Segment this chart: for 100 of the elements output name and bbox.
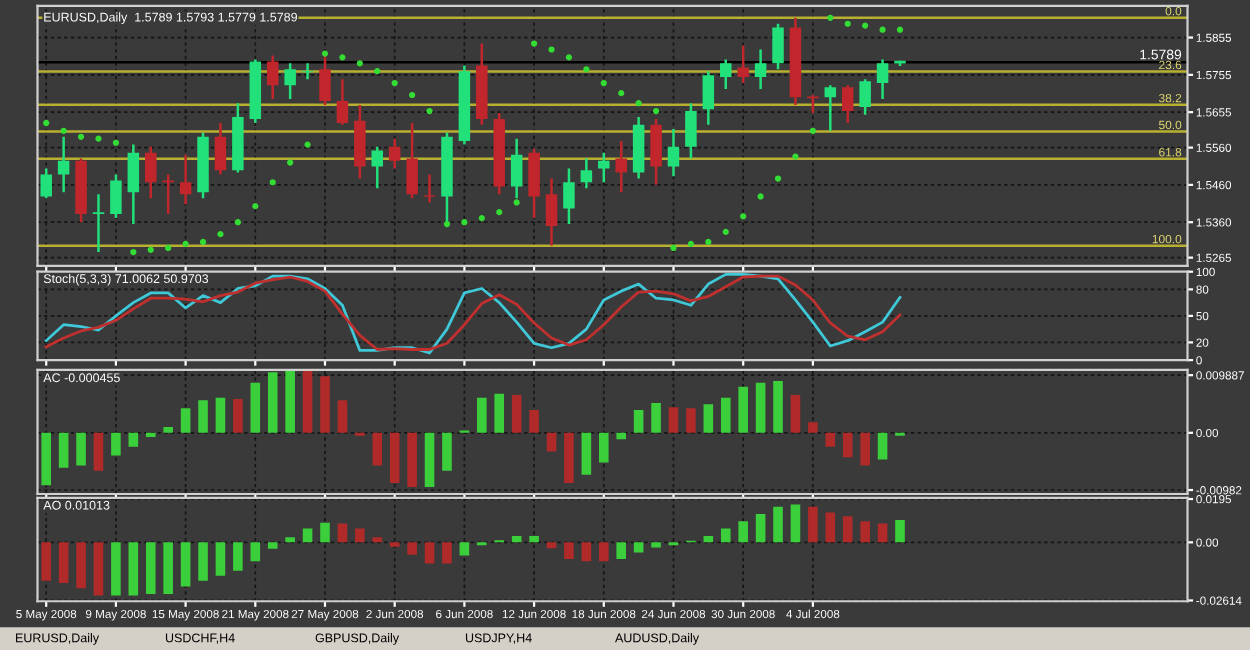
- bar: [686, 408, 696, 433]
- bar: [41, 542, 51, 581]
- point: [896, 26, 904, 33]
- candlestick: [371, 145, 384, 190]
- bar: [320, 522, 330, 543]
- bar: [633, 542, 644, 553]
- candlestick: [720, 58, 732, 91]
- bar: [163, 542, 173, 594]
- bar: [424, 432, 435, 488]
- bar: [111, 542, 121, 596]
- bar: [302, 371, 313, 433]
- candlestick: [110, 173, 122, 220]
- candlestick: [284, 62, 296, 101]
- bar: [877, 432, 888, 460]
- point: [478, 215, 485, 222]
- bar: [267, 372, 278, 433]
- bar: [128, 432, 139, 447]
- bar: [825, 512, 836, 543]
- bar: [755, 513, 766, 543]
- bar: [581, 542, 592, 562]
- bar: [529, 410, 539, 433]
- bar: [407, 432, 417, 488]
- bar: [267, 542, 278, 549]
- point: [95, 135, 102, 142]
- bar: [564, 432, 574, 483]
- bar: [93, 432, 104, 471]
- candlestick: [319, 52, 331, 107]
- candlestick: [214, 121, 227, 176]
- point: [391, 79, 398, 87]
- point: [339, 54, 346, 61]
- candlestick: [632, 115, 645, 180]
- bar: [93, 542, 104, 596]
- candlestick: [510, 137, 523, 200]
- point: [443, 220, 451, 228]
- candlestick: [57, 135, 70, 194]
- point: [548, 46, 555, 53]
- bar: [633, 410, 644, 433]
- candlestick: [667, 127, 680, 178]
- point: [757, 193, 764, 200]
- point: [635, 100, 642, 107]
- bar: [599, 542, 609, 562]
- bar: [616, 542, 626, 560]
- bar: [668, 407, 679, 433]
- bar: [599, 432, 609, 463]
- point: [862, 22, 869, 29]
- bar: [442, 542, 452, 564]
- bar: [738, 521, 748, 543]
- point: [461, 219, 468, 226]
- point: [705, 238, 712, 246]
- candlestick: [876, 58, 889, 101]
- bar: [355, 528, 365, 543]
- point: [252, 203, 259, 210]
- point: [600, 79, 607, 87]
- point: [356, 60, 363, 67]
- point: [147, 246, 154, 253]
- candlestick: [650, 117, 662, 186]
- bar: [250, 382, 261, 433]
- point: [165, 244, 172, 252]
- point: [409, 91, 416, 99]
- point: [740, 213, 747, 220]
- point: [60, 127, 67, 134]
- candlestick: [685, 101, 697, 160]
- bar: [285, 537, 295, 543]
- point: [287, 159, 294, 166]
- point: [565, 54, 573, 61]
- bar: [163, 426, 173, 433]
- candlestick: [563, 167, 575, 226]
- candlestick: [580, 157, 593, 190]
- bar: [860, 521, 870, 543]
- bar: [790, 504, 801, 543]
- bar: [494, 393, 505, 433]
- point: [879, 26, 886, 33]
- bar: [285, 371, 295, 433]
- bar: [58, 432, 69, 468]
- bar: [320, 376, 330, 433]
- point: [269, 179, 276, 186]
- bar: [337, 523, 348, 543]
- bar: [424, 542, 435, 564]
- bar: [842, 516, 853, 543]
- bar: [372, 537, 383, 543]
- point: [321, 50, 329, 57]
- bar: [111, 432, 121, 456]
- point: [112, 139, 120, 146]
- candlestick: [145, 145, 157, 200]
- bar: [442, 432, 452, 471]
- bar: [459, 542, 470, 556]
- bar: [738, 386, 748, 433]
- point: [217, 231, 224, 238]
- bar: [198, 542, 208, 581]
- candlestick: [266, 54, 279, 101]
- bar: [477, 397, 487, 433]
- point: [182, 240, 189, 247]
- point: [652, 107, 660, 115]
- bar: [546, 542, 557, 549]
- point: [530, 40, 538, 47]
- candlestick: [545, 177, 558, 247]
- bar: [755, 382, 766, 433]
- bar: [720, 397, 731, 433]
- point: [513, 199, 520, 206]
- candlestick: [702, 69, 715, 127]
